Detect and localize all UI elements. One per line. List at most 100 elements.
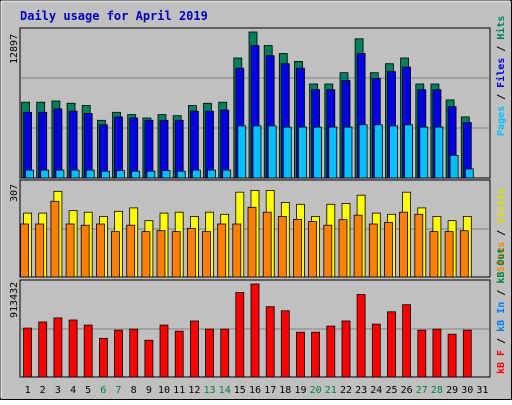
- legend-sites: Sites: [495, 242, 507, 272]
- top-files-bar: [23, 111, 33, 179]
- top-pages-bar: [176, 170, 186, 179]
- legend-sep-4: /: [496, 332, 507, 350]
- top-pages-bar: [358, 124, 368, 179]
- middle-sites-bar: [429, 231, 439, 278]
- bottom-kb-f-bar: [99, 337, 108, 378]
- top-files-bar: [129, 117, 139, 179]
- legend-sep-2: /: [496, 40, 507, 58]
- bottom-kb-f-bar: [83, 324, 93, 378]
- top-pages-bar: [237, 125, 247, 179]
- middle-sites-bar: [126, 224, 136, 278]
- middle-sites-bar: [444, 231, 454, 278]
- top-pages-bar: [464, 168, 474, 179]
- middle-sites-bar: [399, 211, 409, 278]
- bottom-kb-f-bar: [462, 329, 472, 378]
- top-pages-bar: [282, 126, 292, 179]
- legend-sep-1: /: [496, 88, 507, 106]
- top-pages-bar: [161, 170, 171, 179]
- x-tick-label: 22: [340, 385, 352, 396]
- bottom-kb-f-bar: [387, 311, 396, 378]
- x-tick-label: 30: [461, 385, 473, 396]
- x-tick-label: 25: [385, 385, 397, 396]
- top-pages-bar: [55, 169, 65, 179]
- top-pages-bar: [449, 154, 459, 179]
- x-tick-label: 18: [279, 385, 291, 396]
- top-files-bar: [220, 109, 230, 179]
- bottom-kb-f-bar: [341, 320, 351, 378]
- bottom-kb-f-bar: [38, 321, 48, 378]
- middle-sites-bar: [156, 230, 166, 278]
- middle-sites-bar: [338, 219, 348, 278]
- top-pages-bar: [207, 169, 216, 179]
- middle-sites-bar: [141, 231, 151, 278]
- middle-sites-bar: [111, 231, 120, 278]
- x-tick-label: 17: [264, 385, 276, 396]
- top-pages-bar: [419, 126, 429, 179]
- bottom-kb-f-bar: [402, 304, 412, 378]
- middle-sites-bar: [20, 223, 30, 278]
- bottom-kb-f-bar: [53, 317, 63, 378]
- bottom-max-label: 913432: [9, 282, 20, 318]
- legend-files: Files: [495, 58, 507, 88]
- middle-sites-bar: [353, 214, 363, 278]
- bottom-kb-f-bar: [114, 329, 123, 378]
- middle-sites-bar: [217, 223, 227, 278]
- x-tick-label: 4: [70, 385, 76, 396]
- bottom-kb-f-bar: [159, 324, 169, 378]
- middle-sites-bar: [308, 221, 318, 278]
- x-tick-label: 24: [370, 385, 382, 396]
- top-pages-bar: [101, 170, 110, 179]
- bars: [20, 31, 474, 378]
- top-pages-bar: [404, 124, 414, 179]
- top-pages-bar: [191, 169, 201, 179]
- middle-sites-bar: [50, 200, 60, 278]
- x-tick-label: 2: [40, 385, 46, 396]
- bottom-kb-f-bar: [250, 283, 260, 378]
- bottom-kb-f-bar: [311, 331, 321, 378]
- middle-sites-bar: [65, 223, 75, 278]
- x-tick-label: 8: [131, 385, 137, 396]
- middle-sites-bar: [368, 223, 378, 278]
- bottom-kb-f-bar: [189, 320, 199, 378]
- middle-sites-bar: [247, 206, 257, 278]
- legend-hits: Hits: [495, 16, 507, 40]
- legend-kbin: kB In: [496, 302, 507, 332]
- x-tick-label: 9: [146, 385, 152, 396]
- bottom-legend: kB F / kB In / kB Out: [496, 248, 507, 374]
- legend-pages: Pages: [496, 106, 507, 136]
- top-pages-bar: [116, 170, 125, 179]
- x-tick-label: 27: [416, 385, 428, 396]
- bottom-kb-f-bar: [417, 329, 427, 378]
- middle-sites-bar: [35, 223, 45, 278]
- chart-title: Daily usage for April 2019: [20, 9, 208, 23]
- top-files-bar: [159, 119, 169, 179]
- x-tick-label: 1: [25, 385, 31, 396]
- x-tick-label: 19: [294, 385, 306, 396]
- top-files-bar: [174, 119, 184, 179]
- x-tick-label: 15: [234, 385, 246, 396]
- middle-sites-bar: [323, 224, 333, 278]
- top-pages-bar: [131, 170, 141, 179]
- middle-max-label: 307: [9, 184, 20, 202]
- top-pages-bar: [252, 125, 262, 179]
- legend-kbf: kB F: [496, 350, 507, 374]
- top-max-label: 12897: [9, 34, 20, 64]
- x-tick-label: 29: [446, 385, 458, 396]
- bottom-kb-f-bar: [356, 294, 366, 378]
- legend-kbout: kB Out: [496, 248, 507, 284]
- middle-sites-bar: [202, 231, 211, 278]
- middle-legend: Sites / Visits: [495, 188, 507, 272]
- x-tick-label: 7: [115, 385, 121, 396]
- middle-sites-bar: [232, 223, 242, 278]
- middle-sites-bar: [277, 215, 287, 278]
- bottom-kb-f-bar: [174, 330, 184, 378]
- x-tick-label: 11: [173, 385, 185, 396]
- x-tick-label: 12: [188, 385, 200, 396]
- top-pages-bar: [389, 125, 398, 179]
- top-pages-bar: [222, 169, 232, 179]
- bottom-kb-f-bar: [326, 325, 336, 378]
- x-tick-label: 31: [476, 385, 488, 396]
- x-tick-label: 16: [249, 385, 261, 396]
- top-pages-bar: [373, 124, 383, 179]
- middle-sites-bar: [459, 230, 469, 278]
